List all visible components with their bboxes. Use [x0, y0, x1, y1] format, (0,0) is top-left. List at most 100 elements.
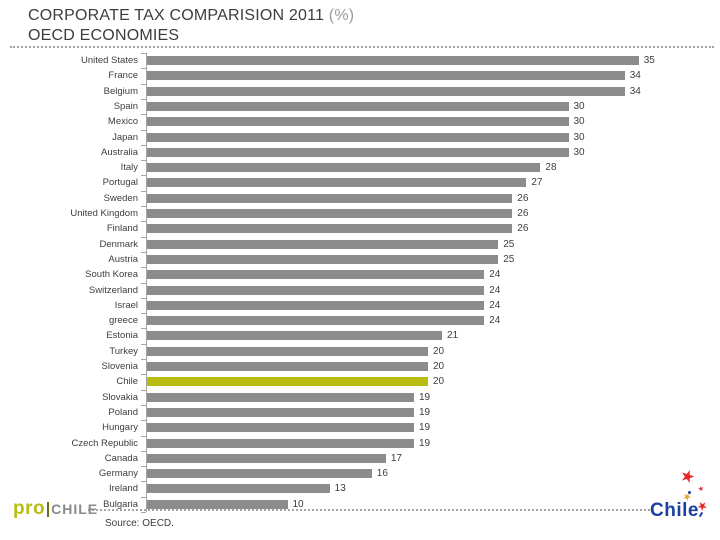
chart-row: Sweden 26: [0, 191, 720, 206]
value-label: 20: [433, 361, 445, 372]
chart-row: Portugal 27: [0, 175, 720, 190]
chart-row: Ireland 13: [0, 481, 720, 496]
value-label: 35: [643, 55, 655, 66]
chart-row: Finland 26: [0, 221, 720, 236]
axis-tick: [141, 481, 146, 483]
axis-tick: [141, 512, 146, 513]
chart-bar: [147, 224, 513, 234]
axis-tick: [141, 160, 146, 162]
category-label: Germany: [98, 468, 138, 480]
chart-row: Poland 19: [0, 405, 720, 420]
chart-bar: [147, 484, 330, 494]
prochile-logo: pro CHILE: [13, 498, 98, 520]
chart-bar: [147, 86, 625, 96]
chart-bar: [147, 178, 527, 188]
axis-tick: [141, 450, 146, 452]
value-label: 19: [418, 437, 431, 449]
source-note: Source: OECD.: [105, 518, 174, 529]
value-label: 19: [418, 391, 431, 403]
axis-tick: [141, 206, 146, 207]
axis-tick: [141, 53, 146, 54]
axis-tick: [141, 374, 146, 376]
axis-tick: [141, 435, 146, 437]
axis-tick: [141, 190, 146, 192]
category-label: United States: [80, 55, 138, 66]
chart-bar: [147, 132, 569, 142]
spark-icon: [688, 491, 691, 494]
value-label: 30: [573, 146, 585, 158]
chart-row: Japan 30: [0, 130, 720, 145]
category-label: Belgium: [103, 85, 138, 97]
chile-brand-wordmark: Chile: [650, 500, 699, 521]
chart-bar: [147, 56, 639, 65]
value-label: 24: [489, 284, 501, 296]
footer-divider: [88, 509, 650, 511]
value-label: 26: [517, 223, 529, 235]
chart-bar: [147, 101, 569, 111]
chart-row: South Korea 24: [0, 267, 720, 282]
axis-tick: [141, 466, 146, 468]
chart-bar: [147, 193, 513, 203]
category-label: Italy: [120, 162, 138, 174]
axis-tick: [141, 68, 146, 70]
chart-bar: [147, 453, 386, 463]
axis-tick: [141, 343, 146, 345]
value-label: 34: [629, 70, 641, 82]
category-label: Denmark: [99, 238, 138, 250]
chart-row: Switzerland 24: [0, 283, 720, 298]
value-label: 24: [489, 315, 501, 327]
axis-tick: [141, 221, 146, 223]
chart-row: Czech Republic 19: [0, 436, 720, 451]
category-label: Slovenia: [101, 361, 138, 372]
chart-bar: [147, 147, 569, 157]
axis-tick: [141, 282, 146, 284]
axis-tick: [141, 267, 146, 269]
chart-row: Slovakia 19: [0, 390, 720, 405]
chart-row: Canada 17: [0, 451, 720, 466]
category-label: Ireland: [108, 483, 138, 495]
value-label: 28: [545, 162, 557, 174]
chart-row: Spain 30: [0, 99, 720, 114]
value-label: 30: [573, 100, 585, 112]
value-label: 21: [447, 330, 459, 342]
chart-bar: [147, 209, 513, 218]
axis-tick: [141, 297, 146, 299]
axis-tick: [141, 313, 146, 315]
axis-tick: [141, 175, 146, 177]
category-label: Austria: [108, 253, 138, 265]
chart-bar: [147, 163, 541, 173]
axis-tick: [141, 359, 146, 360]
chart-row: Bulgaria 10: [0, 497, 720, 512]
axis-tick: [141, 144, 146, 146]
chart-bar: [147, 254, 499, 264]
star-icon: ★: [677, 465, 698, 488]
category-label: Japan: [112, 131, 138, 143]
category-label: greece: [108, 315, 138, 327]
chile-brand-logo: ★ ★ ★ ★ Chile: [648, 460, 718, 530]
value-label: 24: [489, 269, 501, 281]
category-label: Hungary: [102, 422, 138, 434]
category-label: Turkey: [109, 345, 138, 357]
chart-bar: [147, 362, 428, 371]
prochile-logo-pro: pro: [13, 498, 46, 519]
value-label: 25: [503, 238, 515, 250]
chart-bar-highlighted: [147, 377, 428, 387]
chart-row: United States 35: [0, 53, 720, 68]
value-label: 26: [517, 208, 529, 219]
chart-bar: [147, 331, 443, 341]
category-label: Canada: [104, 452, 138, 464]
chart-row: United Kingdom 26: [0, 206, 720, 221]
chart-bar: [147, 300, 485, 310]
chart-bar: [147, 438, 414, 448]
chart-row: Australia 30: [0, 145, 720, 160]
value-label: 20: [433, 376, 445, 388]
axis-tick: [141, 98, 146, 100]
chart-bar: [147, 423, 414, 433]
category-label: Portugal: [102, 177, 138, 189]
axis-tick: [141, 328, 146, 330]
chart-bar: [147, 469, 372, 479]
chart-row: Austria 25: [0, 252, 720, 267]
chart-row: greece 24: [0, 313, 720, 328]
chart-bar: [147, 316, 485, 326]
chart-bar: [147, 239, 499, 249]
